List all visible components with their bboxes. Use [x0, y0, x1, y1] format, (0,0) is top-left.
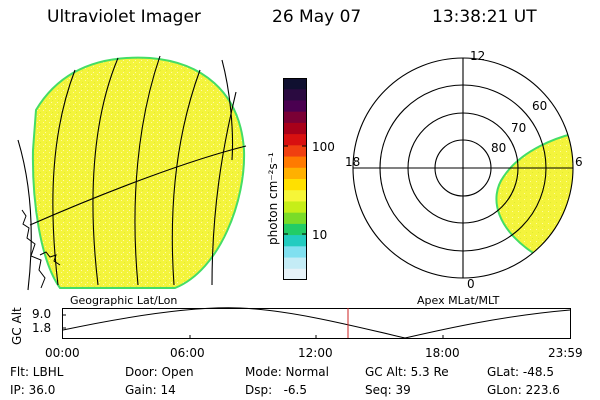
timeline-y-tick-bottom: 1.8 [32, 321, 52, 335]
colorbar-band [283, 212, 307, 225]
gain-value: Gain: 14 [125, 383, 176, 397]
date-label: 26 May 07 [272, 7, 362, 27]
colorbar-band [283, 167, 307, 180]
colorbar-tick-100: 100 [312, 140, 335, 154]
colorbar-band [283, 190, 307, 202]
timeline-x-tick-2: 12:00 [298, 346, 333, 360]
gc-alt-value: GC Alt: 5.3 Re [365, 365, 449, 379]
timeline-x-tick-3: 18:00 [425, 346, 460, 360]
timeline-x-tick-4: 23:59 [548, 346, 583, 360]
glon-value: GLon: 223.6 [487, 383, 560, 397]
polar-grid [352, 57, 574, 279]
flt-value: Flt: LBHL [10, 365, 64, 379]
ip-value: IP: 36.0 [10, 383, 56, 397]
colorbar-band [283, 100, 307, 113]
colorbar-band [283, 235, 307, 247]
mlt-label-bottom: 0 [467, 277, 475, 291]
aurora-region [495, 129, 573, 278]
colorbar-tick-10: 10 [312, 228, 328, 242]
graticule [17, 55, 247, 291]
colorbar-band [283, 223, 307, 236]
colorbar-band [283, 111, 307, 124]
colorbar-band [283, 201, 307, 214]
colorbar-band [283, 134, 307, 146]
geographic-image-panel [17, 55, 247, 291]
uv-image-disk [31, 56, 246, 289]
polar-plot-panel: 12 18 6 0 60 70 80 [345, 49, 583, 291]
timeline-y-tick-top: 9.0 [32, 307, 52, 321]
colorbar [283, 78, 307, 280]
mlat-label-70: 70 [511, 121, 526, 135]
mlt-label-right: 6 [575, 155, 583, 169]
mode-value: Mode: Normal [245, 365, 329, 379]
colorbar-band [283, 145, 307, 158]
door-value: Door: Open [125, 365, 194, 379]
colorbar-band [283, 78, 307, 90]
timeline-axis-label: GC Alt [10, 307, 24, 345]
timeline-x-tick-0: 00:00 [45, 346, 80, 360]
seq-value: Seq: 39 [365, 383, 411, 397]
left-panel-caption: Geographic Lat/Lon [70, 294, 178, 307]
colorbar-band [283, 122, 307, 135]
glat-value: GLat: -48.5 [487, 365, 554, 379]
colorbar-unit-label: photon cm⁻²s⁻¹ [266, 152, 280, 245]
dsp-value: Dsp: -6.5 [245, 383, 308, 397]
colorbar-band [283, 268, 307, 280]
colorbar-band [283, 156, 307, 169]
colorbar-band [283, 257, 307, 270]
colorbar-band [283, 179, 307, 191]
altitude-timeline [62, 307, 571, 339]
mlt-label-left: 18 [345, 155, 360, 169]
right-panel-caption: Apex MLat/MLT [417, 294, 500, 307]
colorbar-band [283, 89, 307, 101]
coastline [21, 209, 46, 289]
colorbar-band [283, 246, 307, 259]
timeline-x-tick-1: 06:00 [170, 346, 205, 360]
time-label: 13:38:21 UT [432, 7, 537, 27]
mlt-label-top: 12 [470, 49, 485, 63]
mlat-label-60: 60 [532, 99, 547, 113]
mlat-label-80: 80 [491, 141, 506, 155]
instrument-title: Ultraviolet Imager [47, 7, 201, 27]
